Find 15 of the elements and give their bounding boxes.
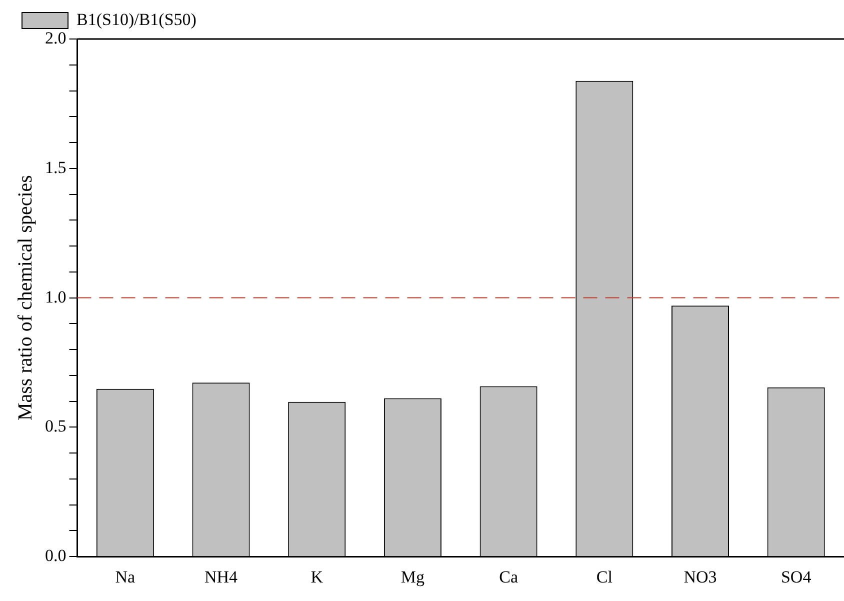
x-tick-label: K: [310, 567, 324, 586]
y-tick-label: 1.0: [45, 287, 66, 306]
legend-label: B1(S10)/B1(S50): [76, 10, 196, 29]
x-tick-label: NH4: [204, 567, 238, 586]
x-tick-label: Ca: [499, 567, 518, 586]
y-axis-title: Mass ratio of chemical species: [14, 174, 36, 421]
y-tick-label: 0.0: [45, 546, 66, 566]
y-tick-label: 1.5: [45, 158, 66, 177]
y-tick-label: 2.0: [45, 28, 66, 48]
x-tick-label: NO3: [684, 567, 717, 586]
x-tick-label: SO4: [780, 567, 812, 586]
text: 0.5: [45, 416, 66, 436]
x-tick-label: Mg: [400, 567, 426, 586]
x-tick-label: Cl: [596, 567, 613, 586]
x-tick-label: Na: [115, 567, 136, 586]
